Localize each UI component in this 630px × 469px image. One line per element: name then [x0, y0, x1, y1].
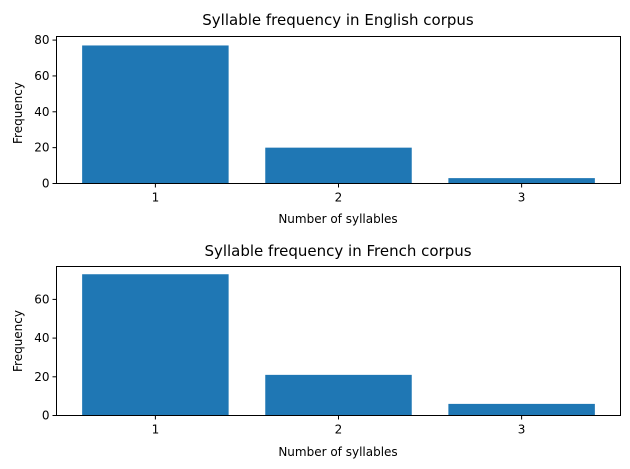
y-tick-label: 20 — [34, 370, 49, 384]
bar-1 — [82, 45, 229, 184]
chart-title: Syllable frequency in French corpus — [204, 242, 471, 260]
y-tick-label: 60 — [34, 69, 49, 83]
chart-title: Syllable frequency in English corpus — [202, 11, 474, 29]
bar-2 — [265, 374, 412, 416]
x-tick-label: 1 — [152, 423, 160, 437]
y-tick-label: 40 — [34, 331, 49, 345]
x-tick-label: 3 — [518, 423, 526, 437]
bar-2 — [265, 147, 412, 184]
ticks: 1 2 3 0 20 40 60 — [34, 292, 525, 436]
y-tick-label: 20 — [34, 141, 49, 155]
x-axis-label: Number of syllables — [278, 212, 397, 226]
bar-3 — [448, 403, 595, 416]
bar-3 — [448, 178, 595, 184]
y-axis-label: Frequency — [11, 310, 25, 372]
x-axis-label: Number of syllables — [278, 445, 397, 459]
y-tick-label: 80 — [34, 33, 49, 47]
bars — [82, 274, 595, 416]
y-tick-label: 0 — [42, 409, 50, 423]
y-tick-label: 40 — [34, 105, 49, 119]
x-tick-label: 2 — [335, 191, 343, 205]
bars — [82, 45, 595, 184]
x-tick-label: 1 — [152, 191, 160, 205]
chart-english: Syllable frequency in English corpus Num… — [11, 11, 621, 226]
y-tick-label: 60 — [34, 292, 49, 306]
plot-frame — [56, 36, 621, 184]
x-tick-label: 3 — [518, 191, 526, 205]
y-tick-label: 0 — [42, 177, 50, 191]
plot-frame — [56, 266, 621, 416]
bar-1 — [82, 274, 229, 416]
ticks: 1 2 3 0 20 40 60 80 — [34, 33, 525, 204]
chart-french: Syllable frequency in French corpus Numb… — [11, 242, 621, 459]
x-tick-label: 2 — [335, 423, 343, 437]
y-axis-label: Frequency — [11, 82, 25, 144]
